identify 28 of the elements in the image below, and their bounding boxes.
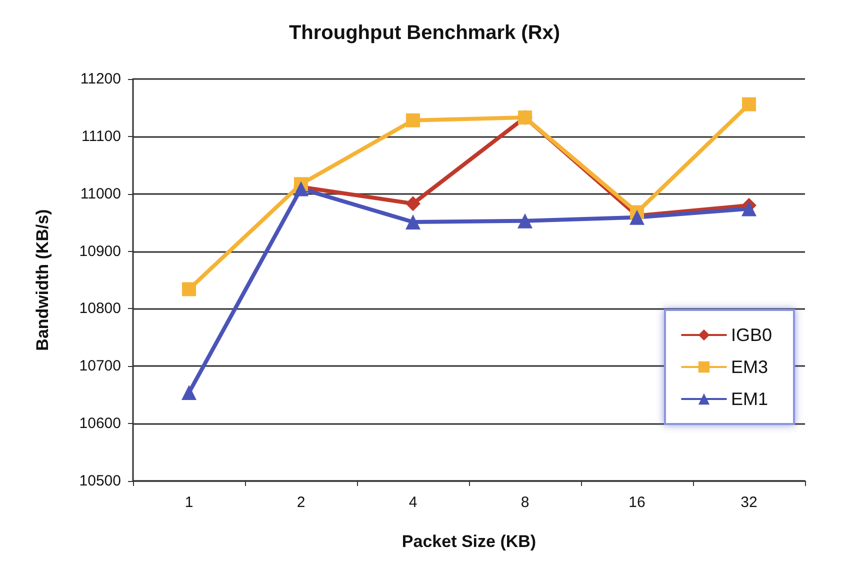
chart-title: Throughput Benchmark (Rx) <box>288 22 560 44</box>
legend-label: IGB0 <box>730 325 772 345</box>
x-tick-label: 4 <box>408 494 418 511</box>
point <box>742 97 756 112</box>
point <box>406 196 420 212</box>
point <box>182 385 196 400</box>
y-tick-label: 10600 <box>79 415 121 432</box>
legend-label: EM1 <box>730 389 768 409</box>
point <box>742 201 756 216</box>
y-tick-label: 10700 <box>79 358 121 375</box>
x-tick-label: 8 <box>520 494 530 511</box>
x-axis-title: Packet Size (KB) <box>402 532 536 551</box>
x-tick-label: 1 <box>184 494 194 511</box>
x-tick-label: 2 <box>296 494 306 511</box>
y-tick-label: 11000 <box>80 185 121 202</box>
y-tick-label: 10800 <box>79 300 121 318</box>
point <box>518 213 532 228</box>
x-tick-label: 32 <box>740 494 758 511</box>
point <box>406 113 420 128</box>
point <box>406 214 420 230</box>
y-axis-title: Bandwidth (KB/s) <box>33 209 52 351</box>
y-tick-label: 10900 <box>79 242 121 260</box>
y-tick-label: 11200 <box>80 70 121 88</box>
y-tick-label: 11100 <box>82 128 121 145</box>
y-tick-label: 10500 <box>79 472 121 490</box>
legend-label: EM3 <box>730 357 768 377</box>
x-tick-label: 16 <box>628 494 646 511</box>
point <box>182 282 196 296</box>
